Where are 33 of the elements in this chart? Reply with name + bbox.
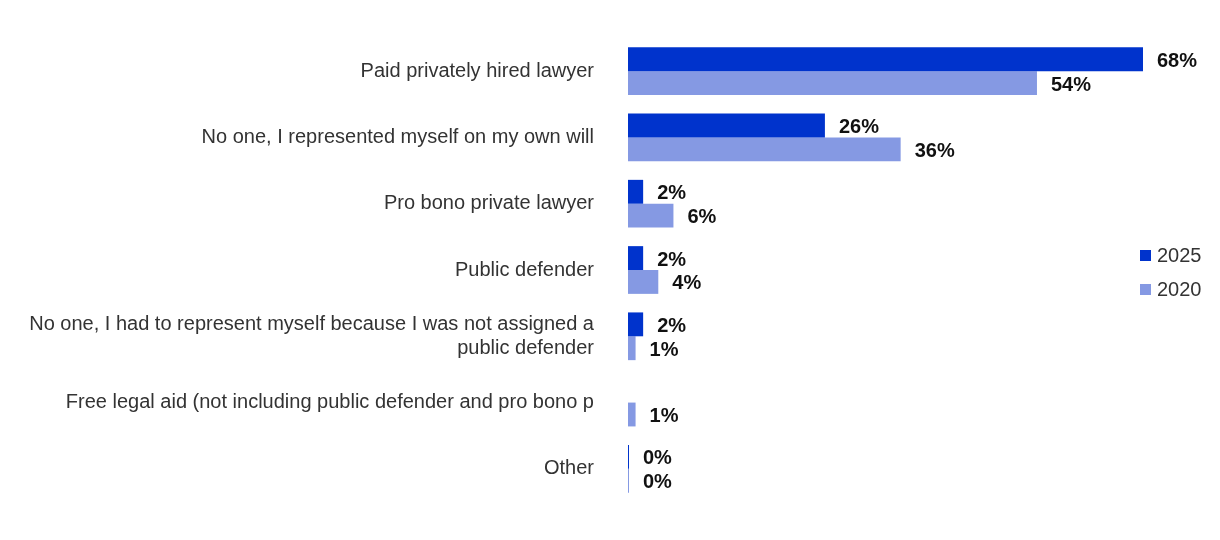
data-label: 54% — [1050, 72, 1092, 95]
data-label: 0% — [643, 446, 673, 469]
bar — [628, 270, 659, 294]
y-tick-label: Free legal aid (not including public defender and pro bono p — [65, 390, 594, 413]
y-tick-label: No one, I had to represent myself because I was not assigned a public defender — [29, 311, 595, 358]
data-label: 0% — [643, 470, 673, 493]
y-tick-label: Public defender — [455, 257, 595, 280]
bar — [628, 203, 674, 228]
bar — [628, 179, 644, 204]
y-tick-label: Pro bono private lawyer — [383, 191, 595, 214]
data-label: 6% — [687, 205, 717, 228]
data-label: 1% — [649, 337, 679, 360]
data-label: 2% — [657, 181, 687, 204]
data-label: 36% — [914, 138, 955, 161]
data-label: 4% — [672, 271, 702, 294]
bar — [628, 312, 644, 337]
bar — [628, 137, 901, 162]
y-tick-label: Paid privately hired lawyer — [360, 58, 595, 81]
legend-label: 2020 — [1157, 277, 1202, 301]
data-label: 26% — [838, 115, 880, 138]
bar — [628, 113, 825, 138]
y-tick-label: Other — [543, 456, 595, 479]
data-label: 2% — [657, 247, 687, 270]
bar — [628, 336, 636, 361]
data-label: 68% — [1157, 48, 1198, 71]
bar — [628, 47, 1143, 72]
bar — [628, 402, 636, 427]
bar — [628, 246, 644, 270]
y-tick-label: No one, I represented myself on my own will — [201, 124, 594, 147]
data-label: 1% — [649, 404, 679, 427]
bar — [628, 71, 1037, 96]
legend-label: 2025 — [1157, 243, 1202, 267]
data-label: 2% — [657, 313, 687, 336]
